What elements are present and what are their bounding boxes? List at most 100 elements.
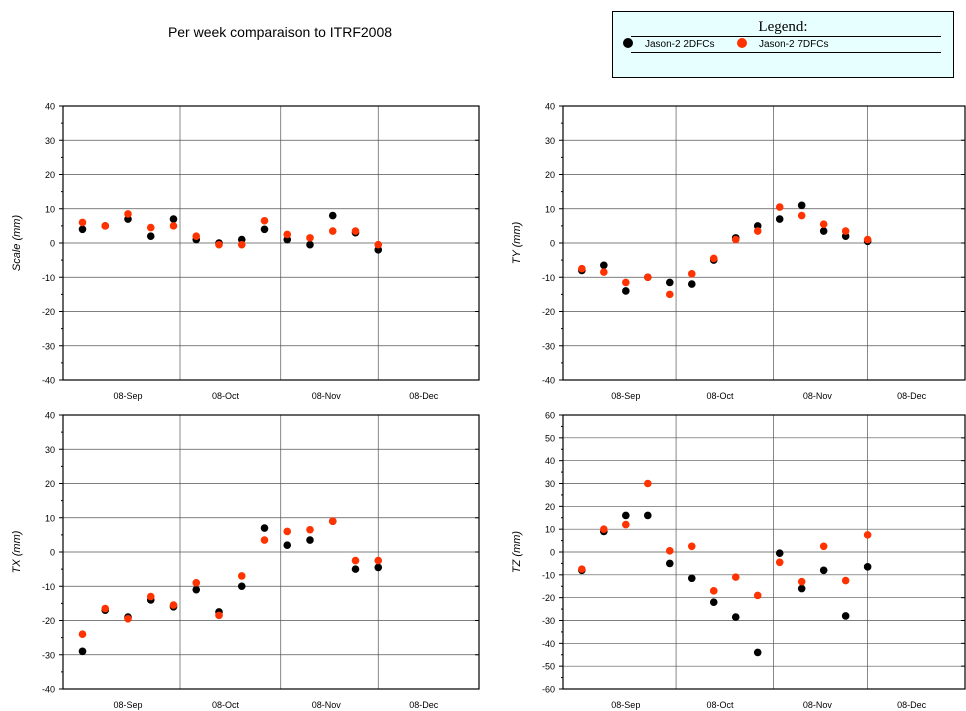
y-tick-label: 50 <box>545 433 555 443</box>
legend-marker-7dfcs <box>737 38 747 48</box>
y-tick-label: -40 <box>542 639 555 649</box>
y-tick-label: -40 <box>42 685 55 695</box>
y-tick-label: 10 <box>545 525 555 535</box>
data-point-7dfcs <box>260 536 269 544</box>
data-point-7dfcs <box>78 630 87 638</box>
y-tick-label: -40 <box>542 376 555 386</box>
x-tick-label: 08-Dec <box>897 391 927 401</box>
data-point-7dfcs <box>753 227 762 235</box>
data-point-7dfcs <box>237 572 246 580</box>
y-tick-label: 40 <box>545 456 555 466</box>
data-point-7dfcs <box>797 211 806 220</box>
chart-panel-1: -40 -30 -20 -10 0 10 20 30 40 08-Sep 08-Oct 08-Nov 0… <box>511 102 966 401</box>
data-point-7dfcs <box>215 611 223 620</box>
x-tick-label: 08-Nov <box>803 391 833 401</box>
data-point-7dfcs <box>374 240 383 249</box>
data-point-2dfcs <box>306 536 314 544</box>
data-point-7dfcs <box>283 527 292 536</box>
data-point-7dfcs <box>797 577 806 586</box>
y-tick-label: 30 <box>45 445 55 455</box>
data-point-2dfcs <box>192 585 201 594</box>
legend-item-2dfcs: Jason-2 2DFCs <box>623 38 714 50</box>
legend-item-7dfcs: Jason-2 7DFCs <box>737 38 828 50</box>
data-point-7dfcs <box>578 565 586 573</box>
x-tick-label: 08-Oct <box>212 700 240 710</box>
legend-label-7dfcs: Jason-2 7DFCs <box>759 39 829 50</box>
y-tick-label: 30 <box>45 136 55 146</box>
data-point-2dfcs <box>665 278 674 287</box>
plot-frame <box>562 414 966 690</box>
data-point-7dfcs <box>169 601 178 609</box>
data-point-7dfcs <box>260 216 269 225</box>
data-point-2dfcs <box>169 215 178 223</box>
legend-title: Legend: <box>758 19 808 35</box>
data-point-7dfcs <box>687 270 696 278</box>
x-tick-label: 08-Sep <box>113 391 142 401</box>
data-point-7dfcs <box>101 604 110 613</box>
data-point-7dfcs <box>665 547 674 555</box>
data-point-7dfcs <box>192 579 201 587</box>
data-point-7dfcs <box>578 264 586 273</box>
data-point-7dfcs <box>665 290 674 299</box>
data-point-2dfcs <box>665 559 674 568</box>
y-axis-label: TY (mm) <box>511 221 523 264</box>
data-point-7dfcs <box>306 525 314 534</box>
data-point-2dfcs <box>753 648 762 657</box>
data-point-7dfcs <box>819 220 828 228</box>
data-point-2dfcs <box>731 613 740 621</box>
data-point-7dfcs <box>622 278 630 287</box>
x-tick-label: 08-Sep <box>611 700 640 710</box>
data-point-7dfcs <box>643 479 652 488</box>
y-tick-label: 60 <box>545 411 555 421</box>
y-tick-label: -40 <box>42 376 55 386</box>
legend-marker-2dfcs <box>623 38 633 48</box>
data-point-7dfcs <box>374 556 383 565</box>
y-tick-label: 20 <box>45 170 55 180</box>
data-point-7dfcs <box>775 558 784 567</box>
data-point-7dfcs <box>78 218 87 227</box>
y-axis-label: Scale (mm) <box>11 215 23 272</box>
data-point-2dfcs <box>328 211 337 220</box>
y-tick-label: 10 <box>545 204 555 214</box>
data-point-2dfcs <box>306 240 314 249</box>
plot-frame <box>62 414 480 690</box>
x-tick-label: 08-Nov <box>803 700 833 710</box>
data-point-2dfcs <box>146 232 155 240</box>
data-point-7dfcs <box>328 517 337 525</box>
x-tick-label: 08-Oct <box>212 391 240 401</box>
data-point-7dfcs <box>709 587 718 595</box>
data-point-7dfcs <box>622 520 630 529</box>
x-tick-label: 08-Oct <box>707 700 735 710</box>
y-tick-label: 40 <box>45 102 55 112</box>
data-point-2dfcs <box>775 215 784 223</box>
chart-panel-3: -60 -50 -40 -30 -20 -10 0 10 20 30 40 50 60 08-Sep 08-… <box>511 411 966 710</box>
plot-frame <box>62 105 480 381</box>
data-point-2dfcs <box>687 280 696 288</box>
y-tick-label: -10 <box>42 273 55 283</box>
data-point-7dfcs <box>841 576 850 585</box>
data-point-7dfcs <box>351 556 360 565</box>
data-point-7dfcs <box>192 232 201 240</box>
legend-box: Legend: Jason-2 2DFCs Jason-2 7DFCs <box>612 11 954 78</box>
data-point-2dfcs <box>283 541 292 549</box>
data-point-7dfcs <box>328 227 337 235</box>
y-tick-label: 10 <box>45 513 55 523</box>
y-tick-label: 40 <box>545 102 555 112</box>
data-point-7dfcs <box>283 230 292 239</box>
y-tick-label: 10 <box>45 204 55 214</box>
data-point-7dfcs <box>237 240 246 249</box>
data-point-2dfcs <box>78 225 87 234</box>
x-tick-label: 08-Sep <box>611 391 640 401</box>
data-point-2dfcs <box>841 612 850 620</box>
data-point-7dfcs <box>643 273 652 282</box>
y-tick-label: 30 <box>545 479 555 489</box>
y-tick-label: -30 <box>42 341 55 351</box>
y-tick-label: -20 <box>542 593 555 603</box>
data-point-7dfcs <box>351 227 360 235</box>
y-tick-label: 0 <box>550 548 555 558</box>
x-tick-label: 08-Sep <box>113 700 142 710</box>
y-tick-label: -30 <box>542 341 555 351</box>
data-point-2dfcs <box>600 261 608 270</box>
data-point-2dfcs <box>260 225 269 234</box>
y-tick-label: 40 <box>45 411 55 421</box>
